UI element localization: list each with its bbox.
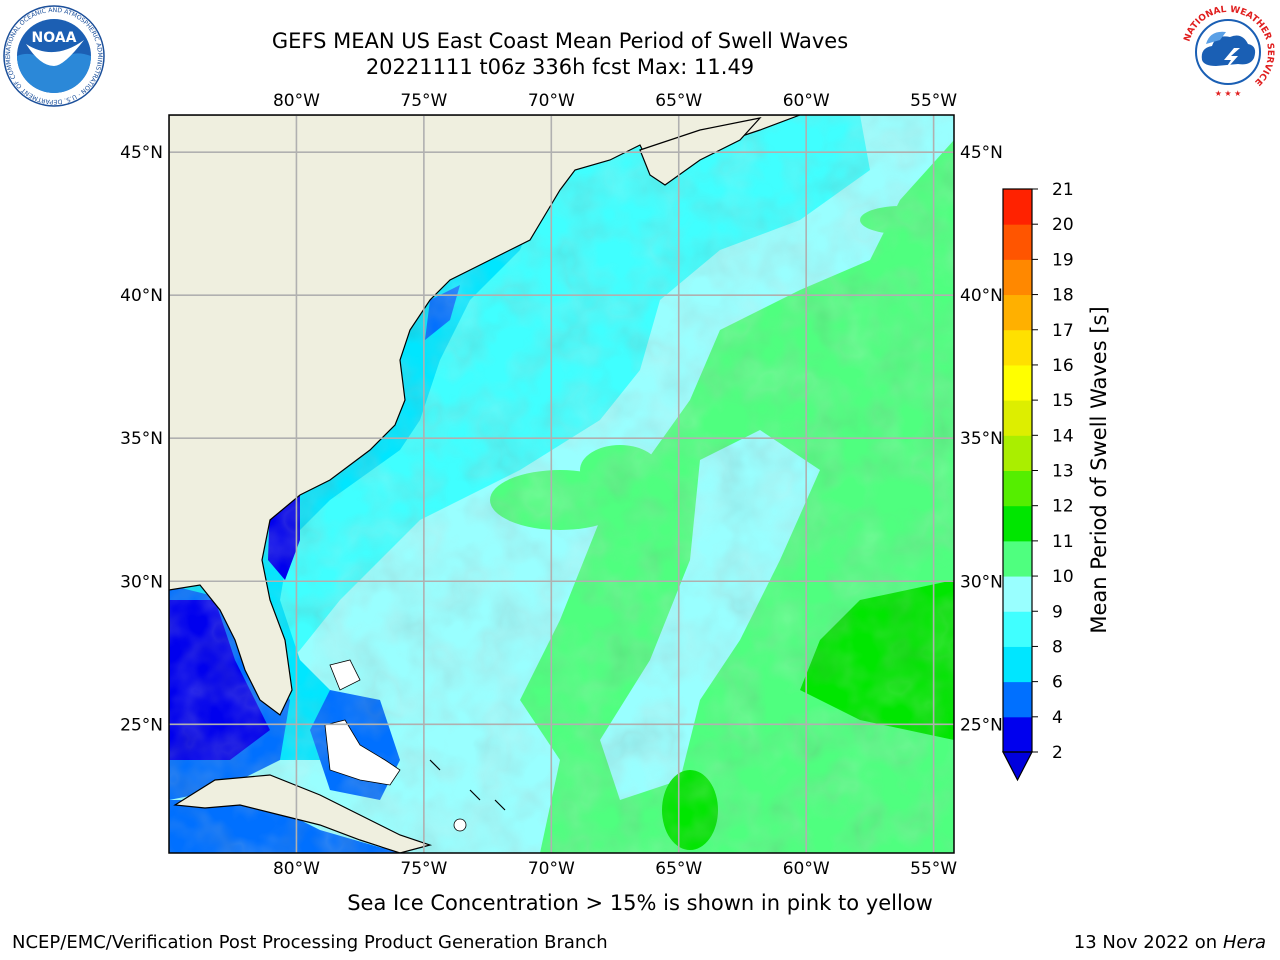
lon-label-top: 60°W (783, 91, 830, 111)
colorbar-segment (1003, 224, 1032, 260)
lon-label-bottom: 80°W (273, 859, 320, 879)
lon-label-top: 70°W (528, 91, 575, 111)
colorbar-label: Mean Period of Swell Waves [s] (1087, 306, 1111, 633)
lat-label-right: 25°N (960, 715, 1003, 735)
colorbar-tick-label: 9 (1052, 602, 1063, 622)
lat-label-left: 45°N (120, 143, 163, 163)
colorbar-segment (1003, 646, 1032, 683)
colorbar-tick-label: 20 (1052, 215, 1074, 235)
colorbar-segment (1003, 400, 1032, 436)
colorbar-tick-label: 17 (1052, 321, 1074, 341)
colorbar-segment (1003, 294, 1032, 331)
forecast-subtitle: 20221111 t06z 336h fcst Max: 11.49 (365, 55, 755, 79)
lat-label-right: 45°N (960, 143, 1003, 163)
colorbar-tick-label: 11 (1052, 532, 1074, 552)
colorbar-underflow-arrow (1002, 751, 1033, 782)
svg-text:★ ★ ★: ★ ★ ★ (1215, 89, 1242, 98)
lat-label-right: 35°N (960, 429, 1003, 449)
colorbar-segment (1003, 716, 1032, 753)
date-text: 13 Nov 2022 on (1073, 932, 1218, 953)
colorbar-segment (1003, 189, 1032, 225)
lon-label-bottom: 75°W (400, 859, 447, 879)
colorbar-segment (1003, 505, 1032, 542)
lon-label-bottom: 60°W (783, 859, 830, 879)
colorbar-tick-label: 21 (1052, 180, 1074, 200)
colorbar-segment (1003, 611, 1032, 647)
land-north-america (169, 115, 801, 716)
lat-label-left: 40°N (120, 286, 163, 306)
colorbar-tick-label: 13 (1052, 462, 1074, 482)
lon-label-bottom: 65°W (655, 859, 702, 879)
lon-label-top: 55°W (910, 91, 957, 111)
colorbar-tick-label: 2 (1052, 743, 1063, 763)
colorbar-segment (1003, 681, 1032, 718)
lon-label-bottom: 70°W (528, 859, 575, 879)
colorbar-segment (1003, 329, 1032, 366)
lon-label-top: 80°W (273, 91, 320, 111)
colorbar-segment (1003, 364, 1032, 401)
lat-label-left: 35°N (120, 429, 163, 449)
longitude-labels: 80°W 80°W 75°W 75°W 70°W 70°W 65°W 65°W 60°W 60°W… (273, 91, 957, 879)
sea-ice-note: Sea Ice Concentration > 15% is shown in … (347, 891, 933, 915)
graticule (169, 115, 954, 853)
colorbar-tick-label: 6 (1052, 673, 1063, 693)
lon-label-top: 75°W (400, 91, 447, 111)
lat-label-right: 40°N (960, 286, 1003, 306)
colorbar-tick-label: 16 (1052, 356, 1074, 376)
colorbar: 2 4 6 8 9 10 11 12 13 14 15 16 17 18 19 20 21 (1002, 180, 1074, 782)
colorbar-tick-label: 12 (1052, 497, 1074, 517)
machine-name: Hera (1222, 932, 1266, 953)
lon-label-top: 65°W (655, 91, 702, 111)
colorbar-tick-label: 19 (1052, 250, 1074, 270)
map-frame (168, 114, 955, 854)
land-cuba (173, 774, 433, 853)
colorbar-segment (1003, 576, 1032, 612)
lon-label-bottom: 55°W (910, 859, 957, 879)
colorbar-tick-label: 8 (1052, 637, 1063, 657)
colorbar-tick-label: 14 (1052, 426, 1074, 446)
credit-text: NCEP/EMC/Verification Post Processing Pr… (12, 932, 608, 953)
colorbar-segment (1003, 259, 1032, 296)
lat-label-right: 30°N (960, 572, 1003, 592)
latitude-labels: 45°N 45°N 40°N 40°N 35°N 35°N 30°N 30°N 25°N 25°N (120, 143, 1003, 735)
noaa-logo-text: NOAA (32, 30, 77, 46)
colorbar-segment (1003, 435, 1032, 471)
date-stamp: 13 Nov 2022 on Hera (1074, 932, 1266, 953)
colorbar-tick-label: 18 (1052, 286, 1074, 306)
map-title: GEFS MEAN US East Coast Mean Period of S… (271, 29, 849, 53)
wave-field (169, 115, 954, 853)
colorbar-segment (1003, 540, 1032, 577)
nws-logo-icon: NATIONAL WEATHER SERVICE ★ ★ ★ (1182, 5, 1275, 98)
colorbar-tick-label: 15 (1052, 391, 1074, 411)
noaa-logo-icon: NATIONAL OCEANIC AND ATMOSPHERIC ADMINIS… (2, 4, 105, 107)
colorbar-tick-label: 10 (1052, 567, 1074, 587)
lat-label-left: 25°N (120, 715, 163, 735)
colorbar-tick-label: 4 (1052, 708, 1063, 728)
lat-label-left: 30°N (120, 572, 163, 592)
colorbar-segment (1003, 470, 1032, 507)
